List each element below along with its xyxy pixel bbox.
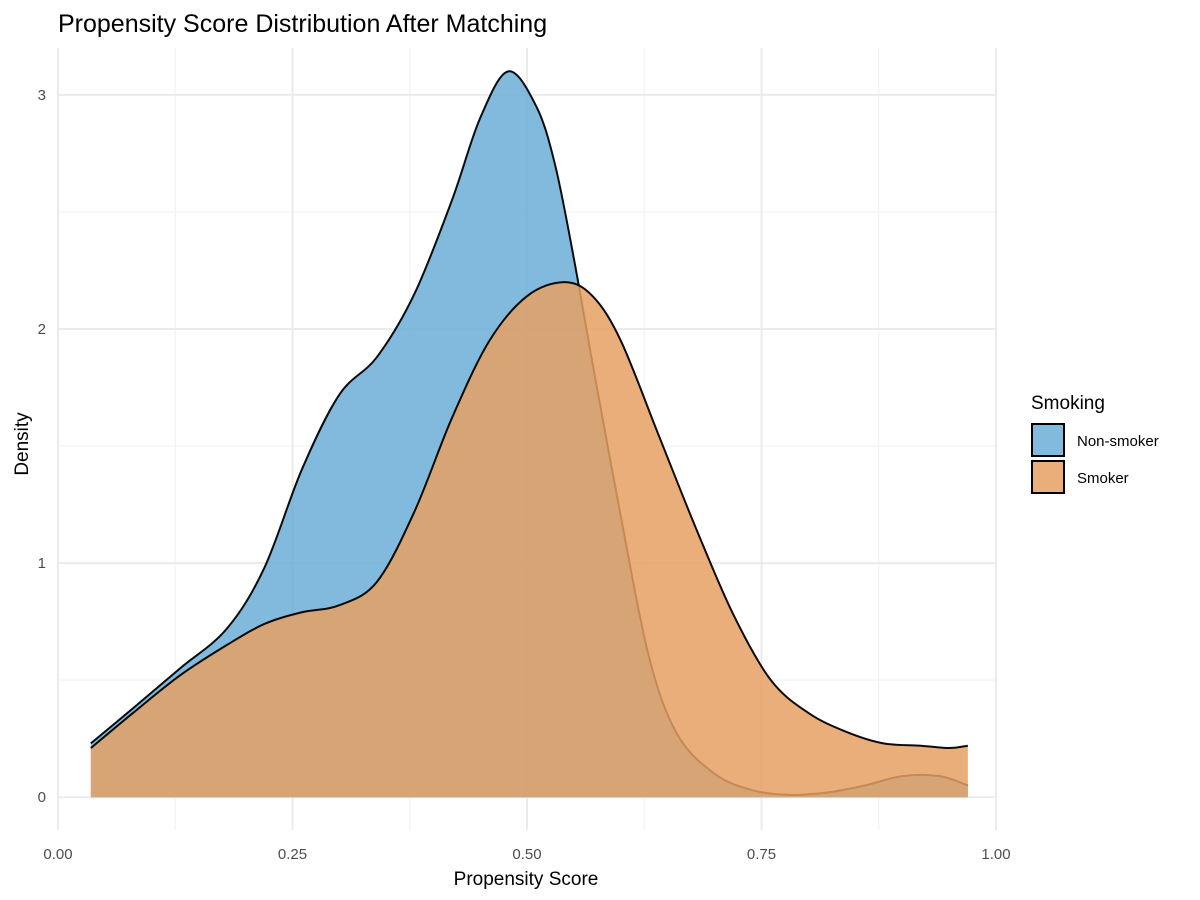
- density-area-smoker: [90, 282, 968, 798]
- x-axis-title: Propensity Score: [454, 869, 599, 890]
- density-line-smoker: [90, 281, 969, 750]
- x-tick-label: 0.00: [43, 846, 72, 863]
- x-tick-label: 0.75: [747, 846, 776, 863]
- legend-key-smoker: [1031, 460, 1065, 494]
- y-tick-label: 0: [38, 789, 46, 806]
- x-tick-label: 0.50: [512, 846, 541, 863]
- y-tick-label: 1: [38, 555, 46, 572]
- legend-label-smoker: Smoker: [1077, 470, 1129, 487]
- y-tick-label: 3: [38, 87, 46, 104]
- legend-items: Non-smoker Smoker: [1031, 423, 1159, 494]
- y-axis-title: Density: [12, 412, 33, 476]
- x-tick-label: 1.00: [981, 846, 1010, 863]
- axis-ticks: 0.00 0.25 0.50 0.75 1.00 0 1 2 3: [38, 87, 1011, 863]
- y-tick-label: 2: [38, 321, 46, 338]
- legend-key-non-smoker: [1031, 423, 1065, 457]
- x-tick-label: 0.25: [278, 846, 307, 863]
- legend-title: Smoking: [1031, 393, 1105, 414]
- density-series: [90, 70, 969, 798]
- chart-title: Propensity Score Distribution After Matc…: [58, 10, 547, 38]
- legend: Smoking Non-smoker Smoker: [1031, 393, 1159, 494]
- legend-label-non-smoker: Non-smoker: [1077, 433, 1159, 450]
